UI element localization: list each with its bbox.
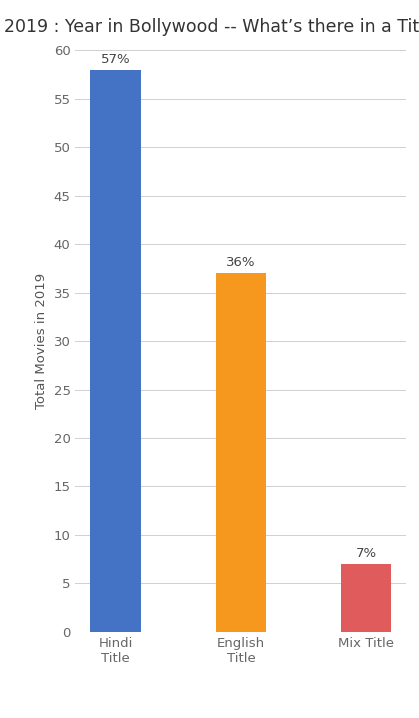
Bar bbox=[341, 564, 391, 632]
Text: 57%: 57% bbox=[101, 52, 130, 66]
Bar bbox=[91, 70, 141, 632]
Text: 2019 : Year in Bollywood -- What’s there in a Title ?: 2019 : Year in Bollywood -- What’s there… bbox=[4, 18, 419, 36]
Y-axis label: Total Movies in 2019: Total Movies in 2019 bbox=[35, 273, 48, 409]
Text: 36%: 36% bbox=[226, 256, 256, 269]
Bar bbox=[216, 273, 266, 632]
Text: 7%: 7% bbox=[356, 547, 377, 560]
